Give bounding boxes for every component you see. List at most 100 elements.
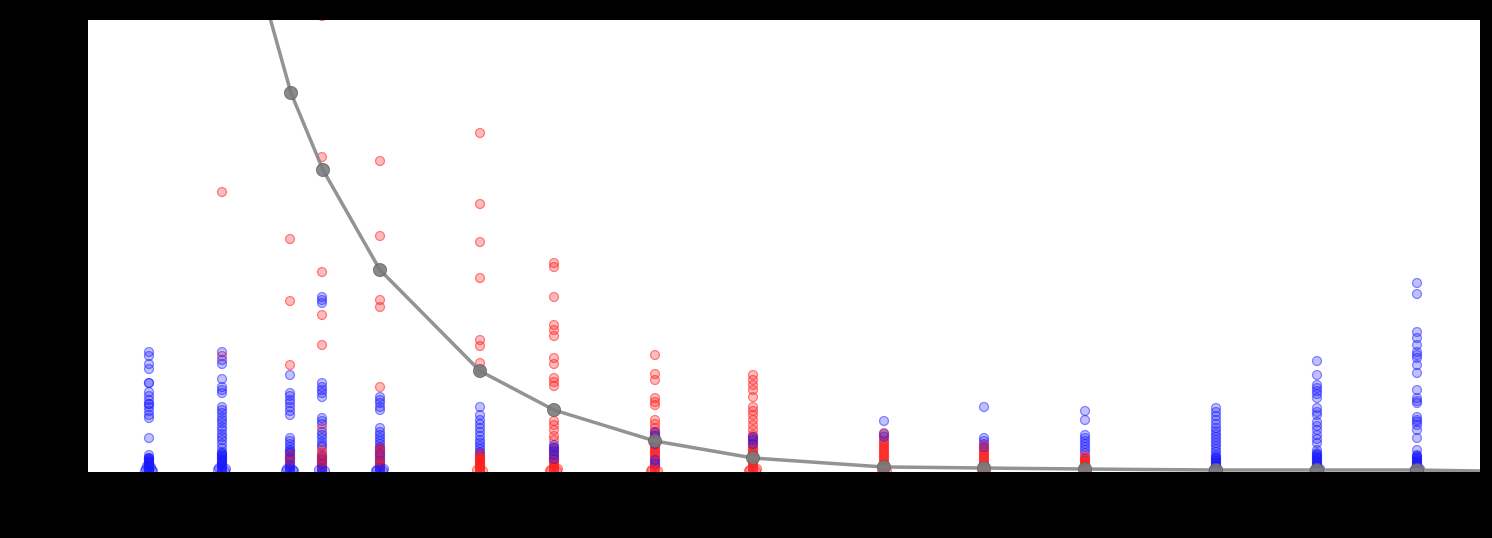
scatter-point (319, 465, 331, 472)
scatter-point (216, 186, 228, 198)
scatter-point (477, 465, 489, 472)
scatter-point (878, 431, 890, 443)
scatter-point (284, 359, 296, 371)
scatter-point (374, 230, 386, 242)
scatter-point (548, 442, 560, 454)
scatter-point (978, 439, 990, 451)
scatter-point (374, 442, 386, 454)
scatter-point (284, 438, 296, 450)
scatter-point (316, 339, 328, 351)
scatter-point (474, 127, 486, 139)
scatter-point (645, 465, 657, 472)
scatter-point (316, 294, 328, 306)
scatter-point (1411, 332, 1423, 344)
scatter-point (378, 463, 390, 472)
scatter-point (649, 399, 661, 411)
scatter-point (747, 438, 759, 450)
scatter-point (216, 373, 228, 385)
scatter-point (548, 291, 560, 303)
mean-point (284, 86, 298, 100)
scatter-point (474, 401, 486, 413)
scatter-point (374, 435, 386, 447)
scatter-point (1411, 359, 1423, 371)
scatter-point (747, 424, 759, 436)
scatter-point (1311, 392, 1323, 404)
scatter-point (284, 233, 296, 245)
plot-content (139, 20, 1480, 472)
scatter-point (1411, 352, 1423, 364)
scatter-point (143, 363, 155, 375)
scatter-point (374, 294, 386, 306)
scatter-point (1311, 437, 1323, 449)
scatter-point (649, 374, 661, 386)
scatter-point (1311, 385, 1323, 397)
scatter-point (1411, 397, 1423, 409)
scatter-point (288, 465, 300, 472)
scatter-point (216, 387, 228, 399)
scatter-point (649, 396, 661, 408)
mean-point (316, 163, 330, 177)
scatter-point (548, 330, 560, 342)
scatter-point (216, 421, 228, 433)
scatter-point (747, 431, 759, 443)
mean-point (1209, 463, 1223, 472)
scatter-point (284, 295, 296, 307)
scatter-point (143, 409, 155, 421)
scatter-point (1311, 355, 1323, 367)
scatter-point (216, 414, 228, 426)
scatter-point (548, 453, 560, 465)
mean-point (547, 403, 561, 417)
scatter-point (374, 381, 386, 393)
scatter-point (284, 394, 296, 406)
scatter-point (878, 415, 890, 427)
scatter-point (316, 391, 328, 403)
scatter-point (374, 445, 386, 457)
mean-point (746, 451, 760, 465)
scatter-point (143, 350, 155, 362)
scatter-point (143, 449, 155, 461)
scatter-point (316, 415, 328, 427)
scatter-point (1210, 446, 1222, 458)
scatter-point (374, 155, 386, 167)
scatter-point (1411, 424, 1423, 436)
scatter-point (978, 401, 990, 413)
scatter-point (747, 391, 759, 403)
scatter-point (474, 198, 486, 210)
scatter-point (1311, 409, 1323, 421)
scatter-point (1079, 405, 1091, 417)
scatter-point (374, 404, 386, 416)
scatter-point (1411, 349, 1423, 361)
scatter-point (649, 349, 661, 361)
scatter-point (1311, 406, 1323, 418)
scatter-point (1411, 288, 1423, 300)
scatter-point (216, 431, 228, 443)
scatter-point (139, 465, 151, 472)
scatter-point (1079, 414, 1091, 426)
scatter-point (216, 346, 228, 358)
scatter-point (143, 432, 155, 444)
mean-point (1410, 463, 1424, 472)
scatter-point (216, 442, 228, 454)
scatter-point (1411, 444, 1423, 456)
scatter-point (548, 358, 560, 370)
scatter-point (216, 404, 228, 416)
scatter-point (374, 394, 386, 406)
mean-point (1310, 463, 1324, 472)
mean-point (977, 461, 991, 472)
scatter-point (284, 449, 296, 461)
mean-point (373, 263, 387, 277)
scatter-point (1411, 277, 1423, 289)
mean-point (877, 460, 891, 472)
plot-area (88, 20, 1480, 472)
scatter-point (1411, 339, 1423, 351)
scatter-point (1411, 432, 1423, 444)
scatter-point (1411, 384, 1423, 396)
mean-point (648, 434, 662, 448)
scatter-point (143, 398, 155, 410)
scatter-point (474, 340, 486, 352)
scatter-point (316, 309, 328, 321)
scatter-point (1311, 369, 1323, 381)
scatter-point (316, 384, 328, 396)
